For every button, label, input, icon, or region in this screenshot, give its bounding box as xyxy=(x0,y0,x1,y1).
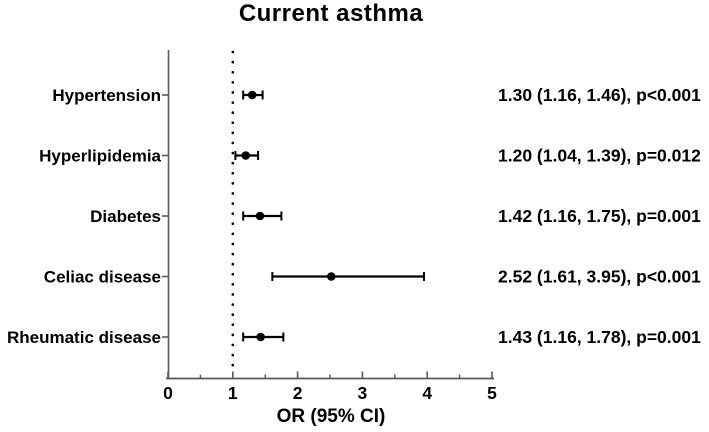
category-label: Rheumatic disease xyxy=(7,328,161,347)
x-tick-label: 2 xyxy=(293,383,303,403)
or-point-marker xyxy=(326,272,336,281)
annotation-label: 1.20 (1.04, 1.39), p=0.012 xyxy=(498,146,701,166)
or-point-marker xyxy=(247,90,257,100)
category-label: Hypertension xyxy=(52,86,161,105)
x-tick-label: 3 xyxy=(358,383,368,403)
annotation-label: 1.42 (1.16, 1.75), p=0.001 xyxy=(498,206,701,226)
category-label: Celiac disease xyxy=(44,268,161,287)
or-point-marker xyxy=(256,332,265,342)
annotation-label: 1.43 (1.16, 1.78), p=0.001 xyxy=(498,327,701,347)
or-point-marker xyxy=(255,211,265,221)
x-tick-label: 5 xyxy=(487,383,497,403)
x-tick-label: 1 xyxy=(228,383,238,403)
x-tick-label: 0 xyxy=(163,383,173,403)
category-label: Hyperlipidemia xyxy=(39,147,161,166)
annotation-label: 2.52 (1.61, 3.95), p<0.001 xyxy=(498,267,701,287)
or-point-marker xyxy=(241,151,251,160)
x-axis-label: OR (95% CI) xyxy=(276,406,386,427)
annotation-label: 1.30 (1.16, 1.46), p<0.001 xyxy=(498,85,701,105)
category-label: Diabetes xyxy=(90,207,161,226)
chart-title: Current asthma xyxy=(238,0,424,27)
x-tick-label: 4 xyxy=(422,383,432,403)
